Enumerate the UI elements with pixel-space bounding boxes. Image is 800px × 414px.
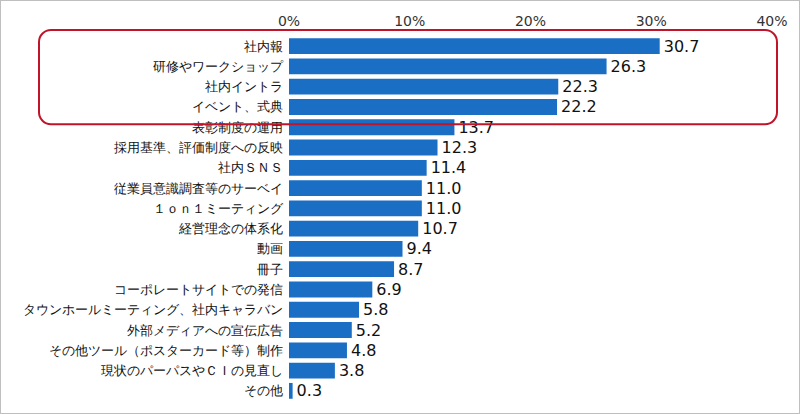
- svg-text:研修やワークショップ: 研修やワークショップ: [153, 59, 284, 74]
- svg-text:30%: 30%: [636, 13, 667, 29]
- svg-text:11.4: 11.4: [431, 158, 467, 177]
- svg-text:20%: 20%: [515, 13, 546, 29]
- svg-text:8.7: 8.7: [398, 260, 423, 279]
- svg-text:12.3: 12.3: [442, 138, 478, 157]
- svg-text:3.8: 3.8: [339, 361, 364, 380]
- svg-text:経営理念の体系化: 経営理念の体系化: [178, 221, 283, 236]
- svg-text:11.0: 11.0: [426, 199, 462, 218]
- svg-text:冊子: 冊子: [257, 262, 283, 277]
- svg-text:0%: 0%: [278, 13, 300, 29]
- svg-text:外部メディアへの宣伝広告: 外部メディアへの宣伝広告: [127, 323, 283, 338]
- svg-text:40%: 40%: [756, 13, 787, 29]
- svg-text:社内イントラ: 社内イントラ: [205, 79, 283, 94]
- svg-text:13.7: 13.7: [458, 118, 494, 137]
- svg-text:10%: 10%: [394, 13, 425, 29]
- svg-text:11.0: 11.0: [426, 179, 462, 198]
- svg-text:採用基準、評価制度への反映: 採用基準、評価制度への反映: [114, 140, 283, 155]
- svg-text:社内報: 社内報: [244, 39, 283, 54]
- svg-text:0.3: 0.3: [297, 381, 322, 400]
- svg-text:10.7: 10.7: [422, 219, 458, 238]
- svg-text:従業員意識調査等のサーベイ: 従業員意識調査等のサーベイ: [114, 181, 283, 196]
- svg-text:社内ＳＮＳ: 社内ＳＮＳ: [218, 160, 283, 175]
- svg-text:その他ツール（ポスターカード等）制作: その他ツール（ポスターカード等）制作: [49, 343, 283, 358]
- svg-text:イベント、式典: イベント、式典: [192, 99, 283, 114]
- svg-text:動画: 動画: [257, 241, 283, 256]
- svg-text:22.3: 22.3: [562, 77, 598, 96]
- svg-text:タウンホールミーティング、社内キャラバン: タウンホールミーティング、社内キャラバン: [23, 302, 283, 317]
- svg-text:表彰制度の運用: 表彰制度の運用: [192, 120, 283, 135]
- svg-text:１ｏｎ１ミーティング: １ｏｎ１ミーティング: [153, 201, 284, 216]
- svg-text:コーポレートサイトでの発信: コーポレートサイトでの発信: [114, 282, 283, 297]
- svg-text:4.8: 4.8: [351, 341, 376, 360]
- svg-text:その他: その他: [244, 383, 283, 398]
- svg-text:30.7: 30.7: [664, 37, 700, 56]
- svg-text:6.9: 6.9: [376, 280, 401, 299]
- svg-text:26.3: 26.3: [611, 57, 647, 76]
- svg-text:9.4: 9.4: [407, 239, 432, 258]
- svg-text:5.2: 5.2: [356, 321, 381, 340]
- svg-text:22.2: 22.2: [561, 97, 597, 116]
- svg-text:5.8: 5.8: [363, 300, 388, 319]
- svg-text:現状のパーパスやＣＩの見直し: 現状のパーパスやＣＩの見直し: [101, 363, 283, 378]
